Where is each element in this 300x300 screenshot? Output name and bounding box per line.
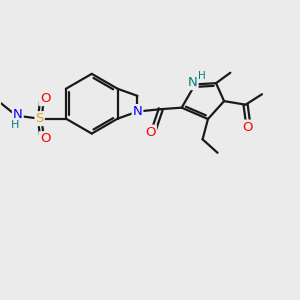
Text: N: N xyxy=(13,108,23,121)
Text: N: N xyxy=(188,76,198,89)
Text: O: O xyxy=(40,132,50,145)
Text: S: S xyxy=(35,112,44,125)
Text: O: O xyxy=(40,92,50,105)
Text: H: H xyxy=(11,120,19,130)
Text: O: O xyxy=(243,121,253,134)
Text: O: O xyxy=(146,126,156,139)
Text: H: H xyxy=(198,71,206,81)
Text: N: N xyxy=(133,105,142,118)
